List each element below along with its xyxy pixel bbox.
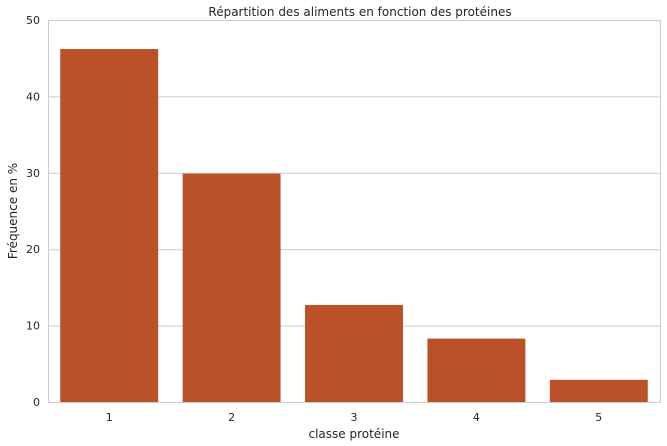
x-tick-label: 1 — [106, 411, 113, 424]
y-tick-label: 0 — [33, 396, 40, 409]
bars — [60, 49, 648, 402]
bar-3 — [305, 304, 403, 402]
chart-title: Répartition des aliments en fonction des… — [208, 5, 511, 19]
x-tick-label: 5 — [595, 411, 602, 424]
x-tick-label: 3 — [351, 411, 358, 424]
bar-2 — [182, 173, 281, 402]
x-tick-label: 4 — [473, 411, 480, 424]
x-axis-label: classe protéine — [308, 427, 399, 441]
bar-5 — [549, 379, 648, 402]
y-tick-label: 20 — [26, 243, 40, 256]
y-tick-label: 30 — [26, 167, 40, 180]
y-tick-label: 50 — [26, 14, 40, 27]
bar-4 — [427, 338, 526, 402]
bar-1 — [60, 49, 159, 402]
y-axis-label: Fréquence en % — [6, 163, 20, 259]
y-tick-labels: 0 10 20 30 40 50 — [26, 14, 40, 409]
y-tick-label: 10 — [26, 320, 40, 333]
plot-frame — [48, 20, 661, 403]
x-tick-label: 2 — [228, 411, 235, 424]
x-tick-labels: 1 2 3 4 5 — [106, 411, 603, 424]
y-tick-label: 40 — [26, 90, 40, 103]
